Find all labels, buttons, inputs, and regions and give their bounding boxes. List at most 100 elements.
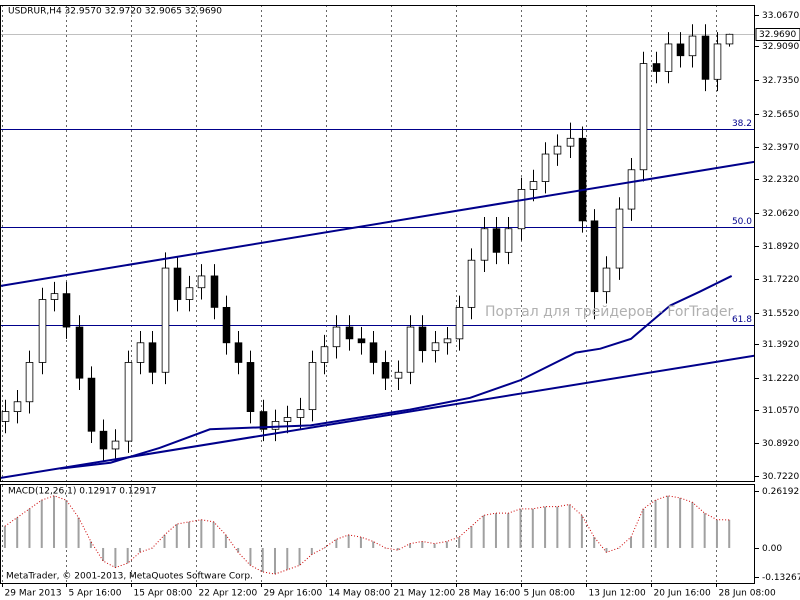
candle-body [688,35,697,57]
macd-bar [298,547,301,566]
macd-bar [310,547,313,555]
candle-body [369,342,378,363]
last-price-label: 32.9690 [759,30,796,40]
candle-body [25,362,34,403]
y-tick-label: 0.00 [762,544,782,554]
candle-body [517,189,526,230]
x-tick-label: 22 Apr 12:00 [199,589,258,599]
candle-body [210,275,219,308]
y-tick-label: 32.3970 [762,143,799,153]
x-tick-label: 5 Jun 08:00 [524,589,576,599]
macd-bar [163,534,166,548]
candle-body [124,362,133,442]
candle-body [418,326,427,352]
candle-body [480,228,489,261]
level-label: 61.8 [732,315,752,325]
candle-body [602,267,611,293]
macd-bar [445,541,448,548]
macd-bar [200,519,203,548]
macd-bar [188,521,191,548]
candle-body [259,411,268,430]
y-tick-label: 0.26192 [762,487,799,497]
macd-bar [396,547,399,551]
macd-bar [261,547,264,572]
macd-bar [593,537,596,548]
macd-bar [372,541,375,548]
macd-bar [3,526,6,548]
macd-bar [531,508,534,548]
candle-body [492,228,501,253]
x-tick-label: 28 May 16:00 [459,589,521,599]
macd-bar [433,543,436,548]
candle-body [357,338,366,344]
candle-body [296,409,305,418]
candle-body [725,33,734,45]
candle-body [161,267,170,373]
y-tick-label: 32.9090 [762,42,799,52]
candle-body [87,377,96,432]
macd-bar [568,504,571,548]
macd-bar [273,547,276,575]
candle-body [197,275,206,289]
candle-body [590,220,599,293]
level-label: 38.2 [732,119,752,129]
macd-bar [16,517,19,548]
candle-body [136,342,145,363]
candle-body [443,338,452,344]
macd-bar [359,537,362,548]
level-label: 50.0 [732,217,752,227]
candle-body [455,306,464,340]
candle-body [652,63,661,72]
y-tick-label: 31.8920 [762,242,799,252]
macd-bar [323,547,326,549]
candle-body [345,326,354,340]
macd-bar [630,537,633,548]
main-frame [0,5,755,482]
macd-bar [617,547,620,549]
macd-bar [544,506,547,548]
candle-body [1,411,10,422]
macd-bar [494,513,497,548]
macd-plot [2,485,731,583]
macd-bar [347,534,350,548]
macd-bar [654,500,657,548]
y-tick-label: 32.2320 [762,175,799,185]
candle-body [308,362,317,411]
x-tick-label: 13 Jun 12:00 [589,589,646,599]
candle-body [467,259,476,308]
macd-bar [224,534,227,548]
macd-bar [77,517,80,548]
x-tick-label: 20 Jun 16:00 [654,589,711,599]
candle-body [553,145,562,155]
candle-body [173,267,182,300]
macd-bar [53,495,56,548]
macd-bar [28,508,31,548]
candle-body [615,208,624,269]
candle-body [504,228,513,253]
y-tick-label: 31.0570 [762,406,799,416]
candle-body [50,293,59,300]
y-tick-label: 33.0670 [762,11,799,21]
macd-bar [286,547,289,570]
y-tick-label: 30.8920 [762,439,799,449]
x-tick-label: 28 Jun 08:00 [719,589,776,599]
macd-bar [89,541,92,548]
y-tick-label: -0.13267 [762,573,800,583]
trend-line [60,275,733,470]
macd-bar [507,513,510,548]
candle-body [381,362,390,379]
macd-bar [605,547,608,553]
macd-bar [335,539,338,548]
candle-body [394,371,403,379]
y-tick-label: 32.7350 [762,76,799,86]
candle-body [529,181,538,190]
candle-body [578,137,587,222]
x-tick-label: 29 Apr 16:00 [264,589,323,599]
x-tick-label: 5 Apr 16:00 [69,589,122,599]
macd-bar [519,508,522,548]
y-tick-label: 32.5650 [762,110,799,120]
candle-body [234,342,243,363]
macd-bar [114,547,117,568]
macd-bar [249,547,252,566]
